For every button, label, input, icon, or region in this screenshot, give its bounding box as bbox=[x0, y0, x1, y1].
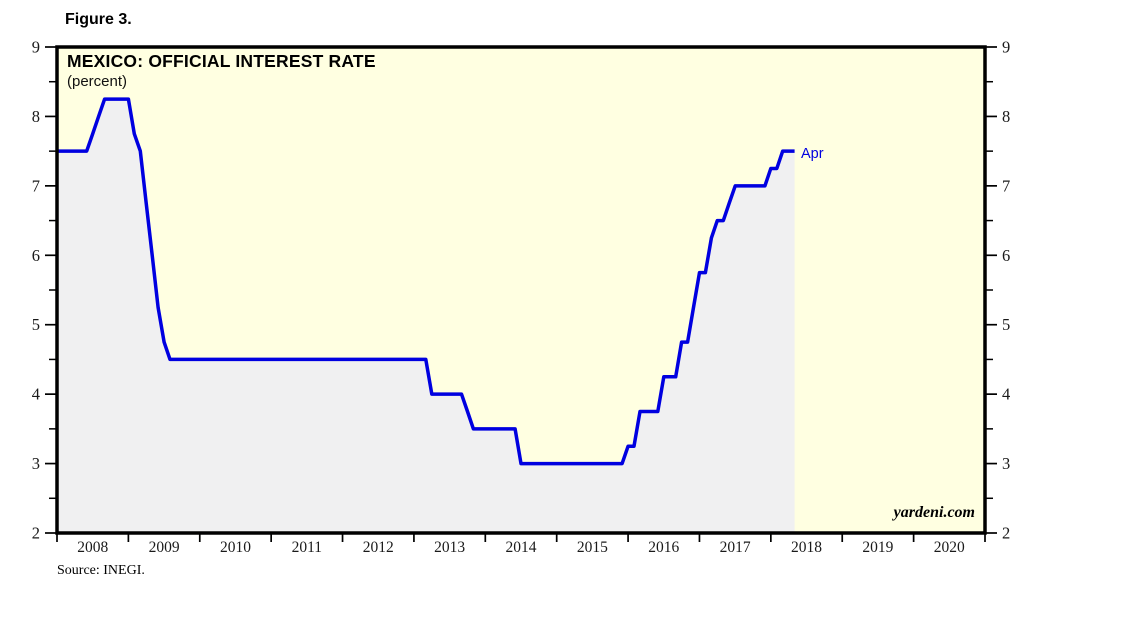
chart-title: MEXICO: OFFICIAL INTEREST RATE bbox=[67, 51, 376, 71]
y-axis-label-left: 7 bbox=[32, 176, 40, 195]
y-axis-label-right: 6 bbox=[1002, 246, 1010, 265]
x-axis-label: 2009 bbox=[149, 539, 180, 556]
y-axis-label-left: 5 bbox=[32, 315, 40, 334]
y-axis-label-left: 3 bbox=[32, 454, 40, 473]
y-axis-label-right: 4 bbox=[1002, 385, 1010, 404]
yardeni-watermark: yardeni.com bbox=[893, 504, 975, 521]
y-axis-label-right: 3 bbox=[1002, 454, 1010, 473]
y-axis-label-left: 8 bbox=[32, 107, 40, 126]
x-axis-label: 2014 bbox=[506, 539, 537, 556]
chart-subtitle: (percent) bbox=[67, 73, 128, 90]
y-axis-label-left: 6 bbox=[32, 246, 40, 265]
series-end-label: Apr bbox=[801, 146, 824, 162]
y-axis-label-left: 4 bbox=[32, 385, 40, 404]
x-axis-label: 2011 bbox=[292, 539, 322, 556]
x-axis-label: 2012 bbox=[363, 539, 394, 556]
x-axis-label: 2018 bbox=[791, 539, 822, 556]
y-axis-label-right: 2 bbox=[1002, 524, 1010, 543]
y-axis-label-left: 9 bbox=[32, 38, 40, 57]
chart-title-block: MEXICO: OFFICIAL INTEREST RATE (percent) bbox=[67, 51, 376, 90]
plot-frame bbox=[55, 45, 987, 535]
y-axis-label-right: 7 bbox=[1002, 176, 1010, 195]
x-axis-label: 2010 bbox=[220, 539, 251, 556]
y-axis-label-left: 2 bbox=[32, 524, 40, 543]
y-axis-label-right: 5 bbox=[1002, 315, 1010, 334]
rate-area-fill bbox=[57, 99, 795, 533]
y-axis-label-right: 8 bbox=[1002, 107, 1010, 126]
x-axis-label: 2016 bbox=[648, 539, 679, 556]
x-axis-label: 2008 bbox=[77, 539, 108, 556]
source-note: Source: INEGI. bbox=[57, 563, 145, 578]
figure-label: Figure 3. bbox=[65, 11, 132, 28]
rate-line bbox=[57, 97, 795, 466]
x-axis-label: 2019 bbox=[862, 539, 893, 556]
x-axis-label: 2015 bbox=[577, 539, 608, 556]
x-axis-label: 2013 bbox=[434, 539, 465, 556]
x-axis-label: 2020 bbox=[934, 539, 965, 556]
y-axis-label-right: 9 bbox=[1002, 38, 1010, 57]
x-axis-label: 2017 bbox=[720, 539, 751, 556]
